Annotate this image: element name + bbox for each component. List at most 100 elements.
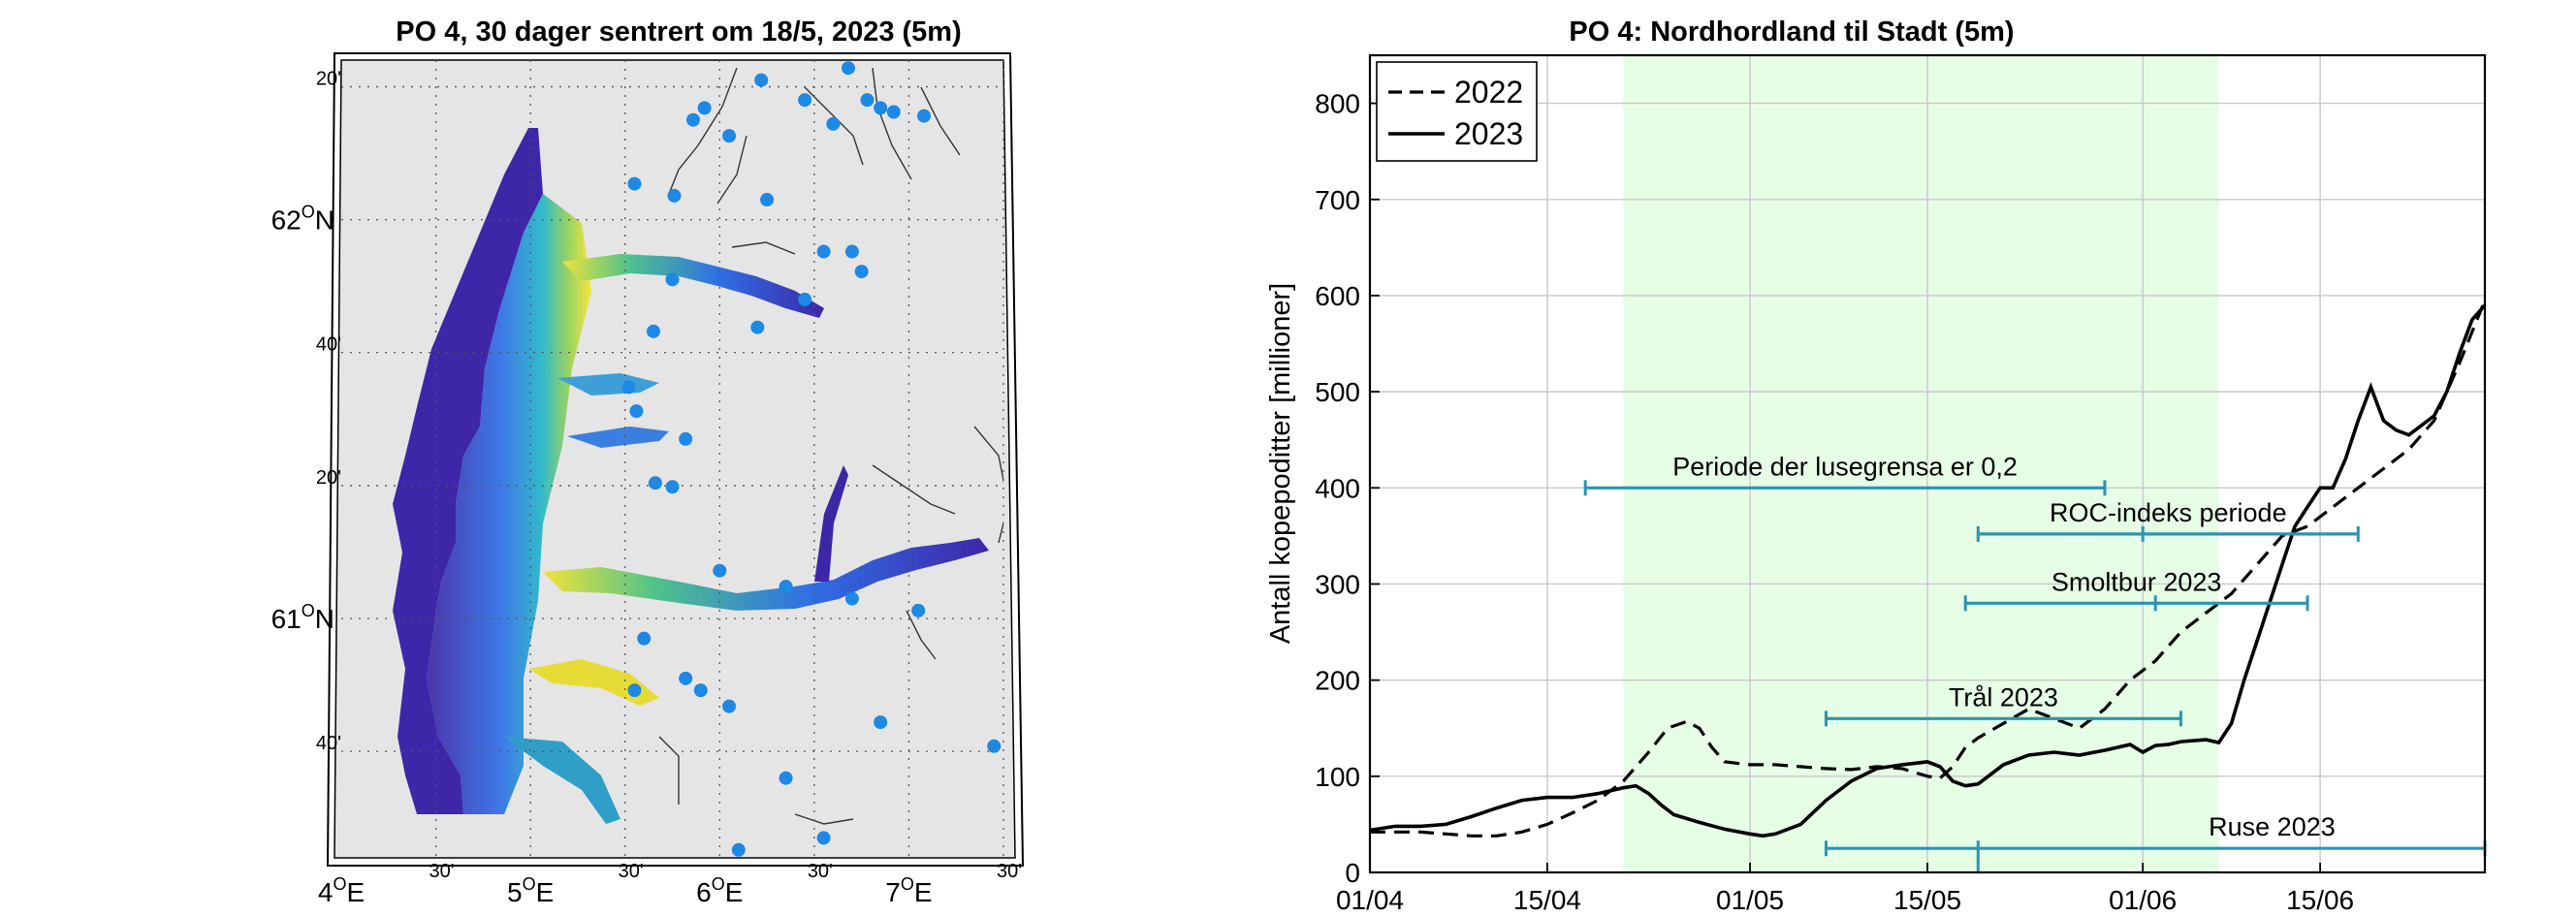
legend-label-2023: 2023 bbox=[1454, 116, 1523, 151]
river-point bbox=[679, 431, 693, 446]
river-point bbox=[697, 101, 712, 115]
legend-box bbox=[1376, 61, 1538, 162]
river-point bbox=[798, 292, 812, 306]
y-tick-label: 400 bbox=[1315, 473, 1360, 503]
series-2023-line bbox=[1369, 303, 2487, 838]
interval: Smoltbur 2023 bbox=[1963, 567, 2309, 612]
interval: Periode der lusegrensa er 0,2 bbox=[1583, 452, 2107, 496]
y-tick-label: 700 bbox=[1315, 185, 1360, 215]
x-tick-label: 15/06 bbox=[2286, 885, 2354, 915]
river-point bbox=[722, 699, 737, 713]
river-point bbox=[637, 631, 652, 646]
interval-label: Ruse 2023 bbox=[2209, 812, 2336, 841]
intervals: Periode der lusegrensa er 0,2 ROC-indeks … bbox=[1583, 452, 2487, 872]
river-point bbox=[917, 109, 932, 123]
river-point bbox=[685, 112, 700, 127]
river-point bbox=[648, 476, 662, 490]
river-point bbox=[874, 101, 888, 115]
interval-label: ROC-indeks periode bbox=[2050, 498, 2287, 527]
map-lat-label: 40' bbox=[316, 733, 341, 754]
y-tick-label: 500 bbox=[1315, 377, 1360, 407]
map-lon-label: 30' bbox=[429, 861, 455, 882]
river-point bbox=[816, 831, 831, 845]
y-axis: 0 100 200 300 400 500 600 700 800 bbox=[1315, 89, 1380, 888]
river-point bbox=[627, 683, 642, 698]
river-point bbox=[665, 272, 680, 287]
river-point bbox=[731, 842, 746, 857]
y-tick-label: 600 bbox=[1315, 281, 1360, 311]
line-chart: PO 4: Nordhordland til Stadt (5m) Period… bbox=[1265, 16, 2487, 915]
river-point bbox=[854, 265, 869, 279]
map-lon-label: 7OE bbox=[885, 874, 932, 907]
fjord-mid-2 bbox=[567, 427, 669, 448]
map-lon-label: 30' bbox=[619, 861, 644, 882]
map-lat-label: 61ON bbox=[271, 601, 334, 634]
fjord-sogne bbox=[543, 538, 989, 611]
shaded-period bbox=[1623, 55, 2219, 872]
chart-title: PO 4: Nordhordland til Stadt (5m) bbox=[1569, 16, 2014, 47]
river-point bbox=[722, 129, 737, 143]
river-point bbox=[886, 105, 901, 119]
map-lat-label: 20' bbox=[316, 467, 341, 489]
map-panel: PO 4, 30 dager sentrert om 18/5, 2023 (5… bbox=[271, 16, 1025, 907]
map-lat-label: 62ON bbox=[271, 203, 334, 236]
y-axis-label: Antall kopepoditter [millioner] bbox=[1265, 283, 1296, 644]
interval: ROC-indeks periode bbox=[1976, 498, 2360, 542]
river-point bbox=[754, 73, 769, 87]
map-lon-label: 5OE bbox=[507, 874, 554, 907]
map-title: PO 4, 30 dager sentrert om 18/5, 2023 (5… bbox=[396, 16, 962, 47]
river-point bbox=[816, 244, 831, 259]
map-lon-label: 30' bbox=[808, 861, 833, 882]
river-point bbox=[779, 580, 793, 594]
river-point bbox=[841, 61, 855, 76]
river-point bbox=[798, 93, 812, 108]
interval-label: Periode der lusegrensa er 0,2 bbox=[1672, 452, 2018, 481]
x-tick-label: 01/06 bbox=[2109, 885, 2177, 915]
coastal-sea bbox=[427, 194, 591, 814]
river-point bbox=[629, 404, 644, 419]
river-point bbox=[844, 244, 859, 259]
river-point bbox=[987, 739, 1002, 753]
x-axis: 01/04 15/04 01/05 15/05 01/06 15/06 bbox=[1336, 863, 2354, 915]
river-point bbox=[860, 93, 875, 108]
river-point bbox=[844, 591, 859, 606]
fjord-south-1 bbox=[528, 659, 659, 706]
river-point bbox=[679, 671, 693, 685]
map-lon-labels: 4OE 30' 5OE 30' 6OE 30' 7OE 30' bbox=[318, 861, 1022, 907]
y-tick-label: 200 bbox=[1315, 666, 1360, 696]
interval-label: Smoltbur 2023 bbox=[2051, 567, 2222, 596]
y-tick-label: 0 bbox=[1345, 858, 1360, 888]
x-tick-label: 01/04 bbox=[1336, 885, 1404, 915]
legend: 2022 2023 bbox=[1376, 61, 1538, 162]
offshore-sea bbox=[393, 128, 543, 814]
y-tick-label: 800 bbox=[1315, 89, 1360, 119]
map-lat-label: 20' bbox=[316, 69, 341, 90]
map-lon-label: 6OE bbox=[696, 874, 743, 907]
river-point bbox=[750, 320, 765, 334]
fjord-south-2 bbox=[504, 737, 620, 824]
river-point bbox=[911, 603, 926, 617]
series-2022-line bbox=[1370, 300, 2487, 838]
coastlines bbox=[658, 67, 1003, 825]
river-point bbox=[646, 324, 660, 338]
river-point bbox=[874, 715, 888, 730]
river-point bbox=[779, 771, 793, 785]
map-lon-label: 30' bbox=[997, 861, 1022, 882]
y-tick-label: 300 bbox=[1315, 569, 1360, 599]
river-point bbox=[667, 188, 682, 203]
legend-label-2022: 2022 bbox=[1454, 75, 1523, 110]
x-tick-label: 01/05 bbox=[1716, 885, 1784, 915]
map-lat-labels: 20' 62ON 40' 20' 61ON 40' bbox=[271, 69, 341, 755]
river-point bbox=[627, 176, 642, 191]
river-point bbox=[693, 683, 708, 698]
fjord-north bbox=[562, 254, 824, 318]
interval: Trål 2023 bbox=[1824, 682, 2182, 727]
river-point bbox=[760, 193, 775, 207]
y-tick-label: 100 bbox=[1315, 762, 1360, 792]
river-point bbox=[621, 380, 636, 395]
river-point bbox=[713, 563, 727, 578]
river-points bbox=[621, 61, 1002, 857]
map-lon-label: 4OE bbox=[318, 874, 365, 907]
x-tick-label: 15/05 bbox=[1893, 885, 1961, 915]
